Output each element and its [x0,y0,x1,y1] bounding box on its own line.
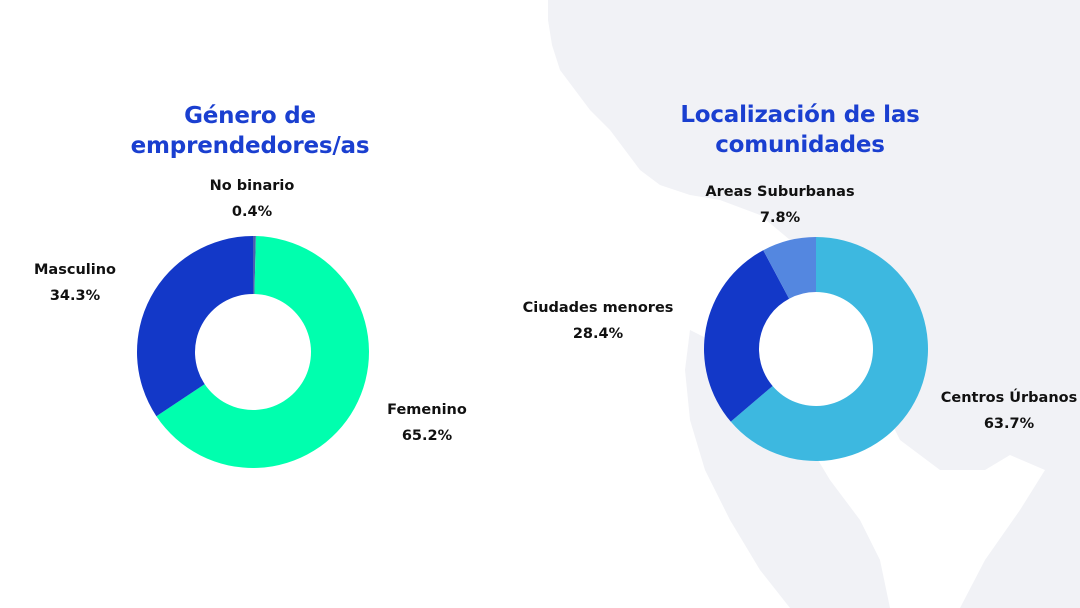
value-label: 63.7% [983,416,1035,432]
donut-slice-areas-suburbanas [763,237,816,299]
donut-slice-centros-urbanos [730,237,928,461]
category-label: Masculino [34,262,116,278]
value-label: 65.2% [401,428,453,444]
donut-slice-no-binario [253,236,256,295]
location-title-line-2: comunidades [715,132,885,158]
value-label: 34.3% [49,288,101,304]
gender-title-line-1: Género de [184,103,316,129]
map-landmass [548,0,1080,608]
category-label: Femenino [387,402,467,418]
slice-label-areas-suburbanas: Areas Suburbanas 7.8% [700,179,860,231]
category-label: Ciudades menores [522,300,674,316]
category-label: Centros Úrbanos [940,390,1078,406]
gender-chart-title: Género de emprendedores/as [110,101,390,161]
gender-title-line-2: emprendedores/as [130,133,370,159]
location-title-line-1: Localización de las [680,102,920,128]
value-label: 7.8% [759,210,801,226]
value-label: 0.4% [231,204,273,220]
slice-label-masculino: Masculino 34.3% [20,257,130,309]
donut-slice-ciudades-menores [704,250,790,422]
location-chart-title: Localización de las comunidades [660,100,940,160]
slice-label-ciudades-menores: Ciudades menores 28.4% [518,295,678,347]
slice-label-centros-urbanos: Centros Úrbanos 63.7% [940,385,1078,437]
donut-slice-femenino [156,236,370,469]
value-label: 28.4% [572,326,624,342]
donut-slice-masculino [137,236,253,417]
category-label: Areas Suburbanas [705,184,855,200]
slice-label-femenino: Femenino 65.2% [372,397,482,449]
category-label: No binario [209,178,295,194]
slice-label-no-binario: No binario 0.4% [190,173,314,225]
